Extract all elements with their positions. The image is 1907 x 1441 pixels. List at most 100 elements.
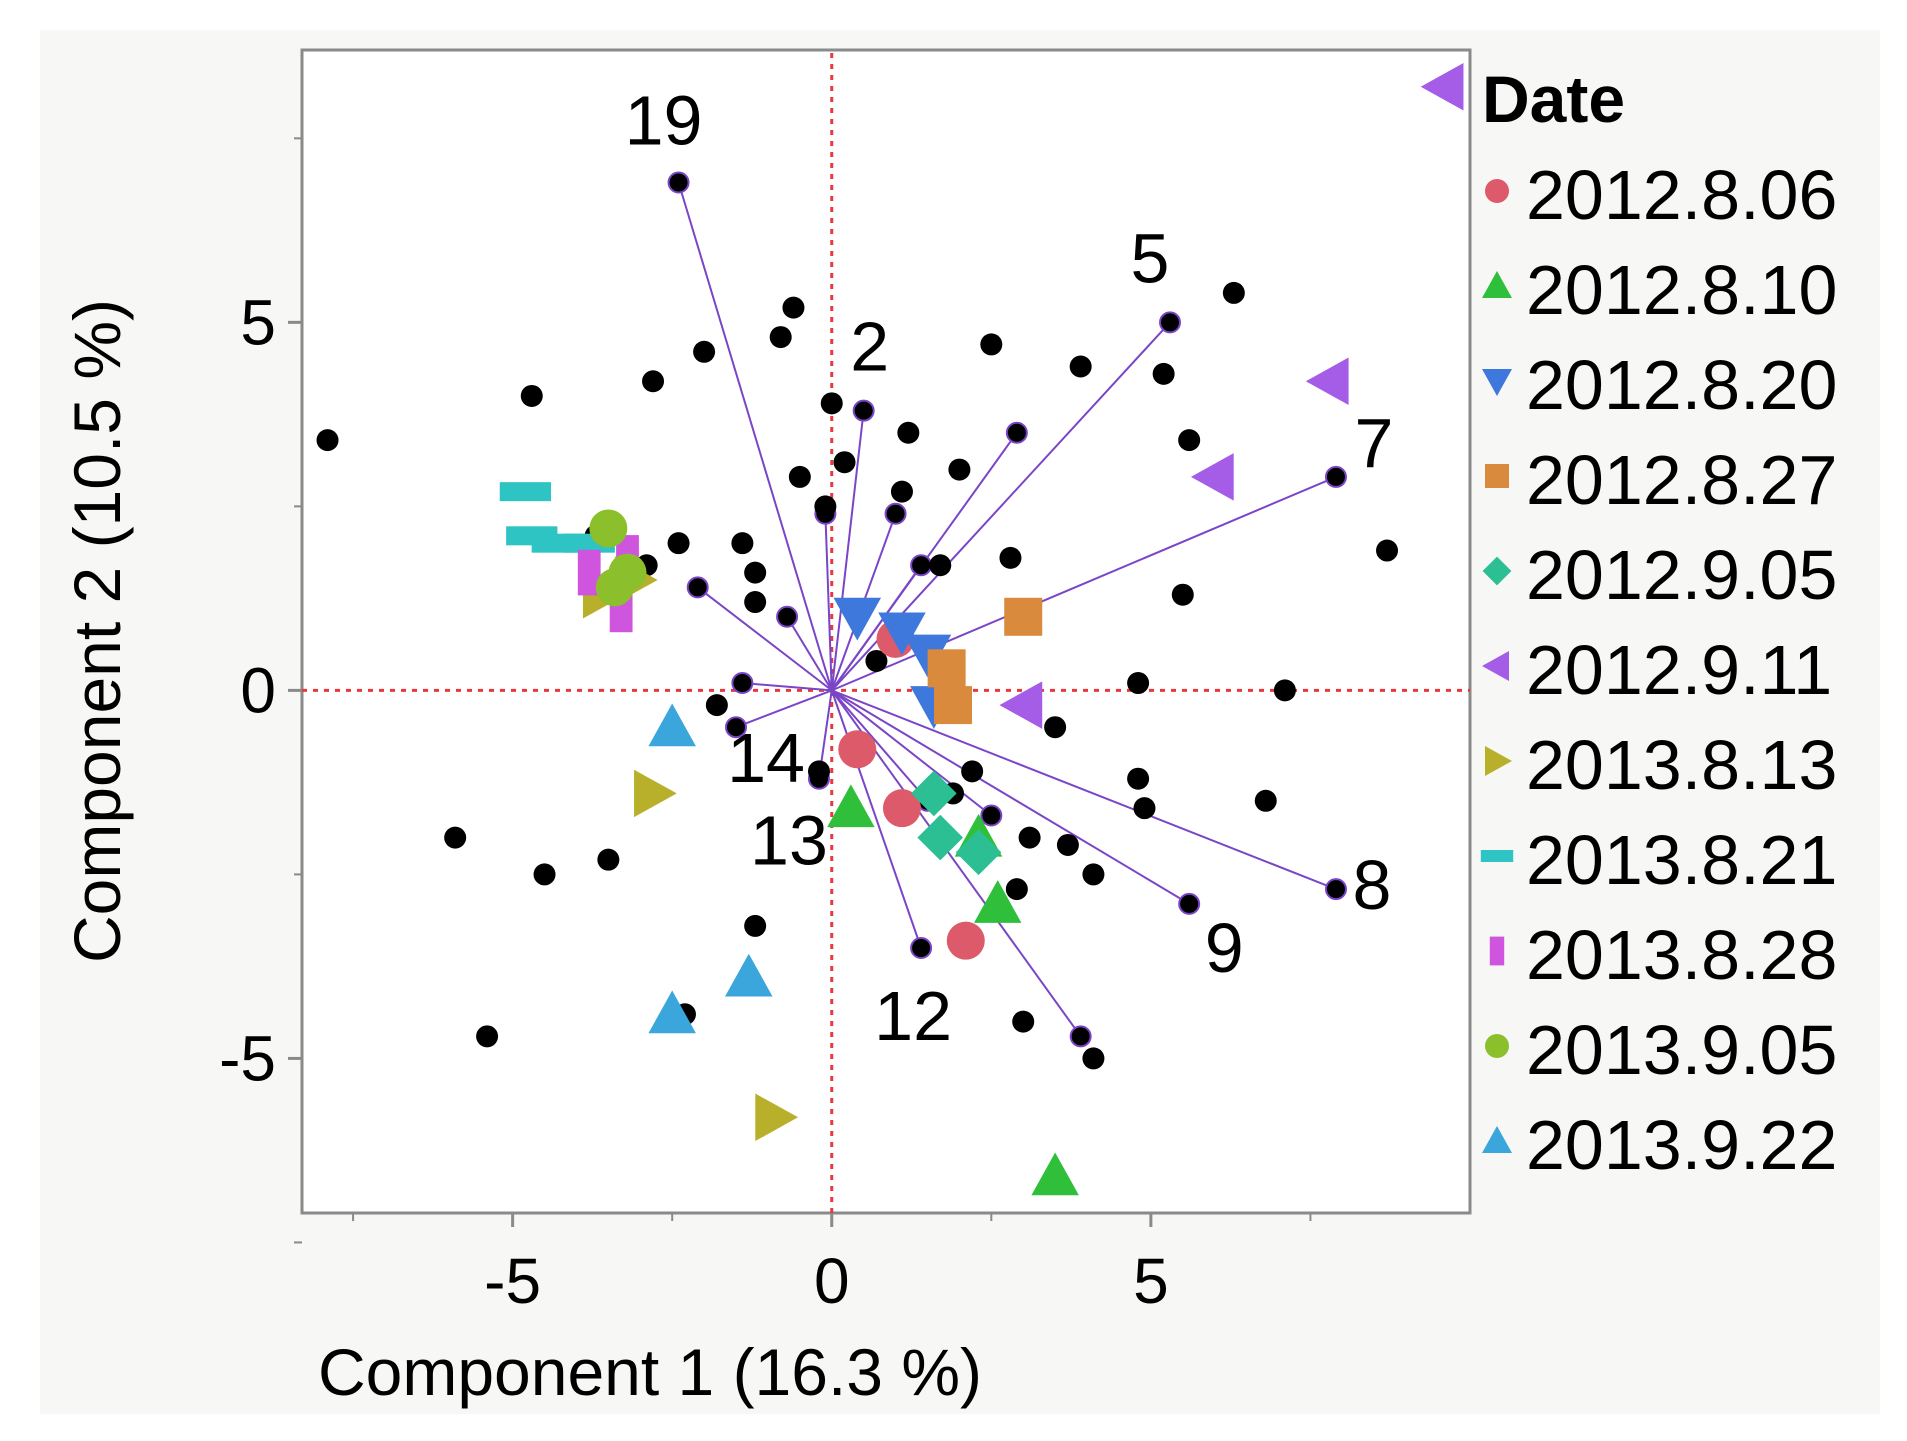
- legend-label: 2012.8.20: [1526, 346, 1837, 424]
- score-point: [316, 429, 339, 452]
- group-marker: [1190, 453, 1234, 501]
- group-marker: [1031, 1152, 1079, 1196]
- loading-vector: [742, 682, 832, 692]
- loading-endpoint: [1324, 878, 1347, 901]
- score-point: [865, 649, 888, 672]
- legend-title: Date: [1482, 62, 1625, 136]
- legend-label: 2012.9.11: [1526, 631, 1832, 709]
- legend-label: 2012.8.06: [1526, 156, 1837, 234]
- loading-endpoint: [1069, 1025, 1092, 1048]
- group-marker: [934, 686, 973, 725]
- loading-vector: [831, 689, 1190, 905]
- loading-vector: [830, 410, 865, 691]
- score-point: [788, 465, 811, 488]
- loading-vector: [824, 513, 833, 691]
- loading-vector: [830, 690, 923, 949]
- x-tick-label: -5: [484, 1245, 541, 1317]
- group-marker: [648, 990, 696, 1034]
- group-marker: [577, 549, 601, 596]
- loading-endpoint: [1178, 892, 1201, 915]
- group-marker: [838, 730, 877, 769]
- legend-label: 2013.9.05: [1526, 1011, 1837, 1089]
- loading-endpoint: [725, 716, 748, 739]
- group-marker: [755, 1093, 799, 1142]
- score-point: [1056, 833, 1079, 856]
- loading-label-13: 13: [750, 802, 828, 880]
- legend-marker-2013.8.13: [1485, 746, 1512, 776]
- score-point: [814, 495, 837, 518]
- group-marker: [833, 597, 882, 641]
- group-marker: [634, 769, 677, 818]
- group-markers: [499, 63, 1464, 1196]
- score-point: [1069, 355, 1092, 378]
- group-marker: [882, 789, 921, 828]
- loading-vector: [697, 586, 833, 692]
- group-marker: [903, 634, 952, 678]
- score-point: [642, 370, 665, 393]
- score-points: [316, 281, 1399, 1070]
- loading-endpoint: [1324, 465, 1347, 488]
- score-point: [476, 1025, 499, 1048]
- legend-label: 2013.8.21: [1526, 821, 1837, 899]
- score-point: [961, 760, 984, 783]
- score-point: [597, 848, 620, 871]
- score-point: [1005, 878, 1028, 901]
- loading-endpoint: [852, 399, 875, 422]
- legend-marker-2012.8.10: [1482, 271, 1512, 298]
- y-tick-label: 5: [240, 286, 276, 358]
- loading-label-12: 12: [874, 977, 952, 1055]
- loading-endpoint: [731, 672, 754, 695]
- legend: Date 2012.8.06 2012.8.10 2012.8.20 2012.8.2…: [1480, 62, 1837, 1184]
- group-marker: [499, 482, 552, 502]
- score-point: [890, 480, 913, 503]
- legend-marker-2012.9.11: [1482, 651, 1509, 681]
- score-point: [1127, 672, 1150, 695]
- group-marker: [878, 612, 926, 656]
- loading-vector: [735, 689, 833, 729]
- score-point: [667, 532, 690, 555]
- group-marker: [927, 649, 966, 688]
- legend-label: 2012.9.05: [1526, 536, 1837, 614]
- legend-label: 2013.8.13: [1526, 726, 1837, 804]
- legend-label: 2013.9.22: [1526, 1106, 1837, 1184]
- score-point: [1012, 1010, 1035, 1033]
- score-point: [782, 296, 805, 319]
- score-point: [444, 826, 467, 849]
- score-point: [1222, 281, 1245, 304]
- score-point: [744, 561, 767, 584]
- legend-marker-2012.8.20: [1482, 369, 1512, 396]
- loading-label-7: 7: [1354, 404, 1393, 482]
- group-marker: [589, 509, 628, 548]
- score-point: [833, 451, 856, 474]
- score-point: [1018, 826, 1041, 849]
- group-marker: [999, 681, 1043, 729]
- loading-endpoint: [776, 605, 799, 628]
- loading-endpoint: [910, 937, 933, 960]
- group-marker: [911, 770, 957, 817]
- legend-marker-2013.9.05: [1485, 1034, 1509, 1058]
- score-point: [1273, 679, 1296, 702]
- legend-label: 2013.8.28: [1526, 916, 1837, 994]
- score-point: [1178, 429, 1201, 452]
- group-marker: [1305, 357, 1349, 405]
- loading-label-14: 14: [727, 719, 805, 797]
- score-point: [980, 333, 1003, 356]
- group-marker: [955, 829, 1002, 876]
- group-marker: [946, 921, 985, 960]
- score-point: [1254, 789, 1277, 812]
- loading-endpoint: [910, 554, 933, 577]
- legend-marker-2013.8.21: [1480, 850, 1514, 862]
- score-point: [1376, 539, 1399, 562]
- x-axis-title: Component 1 (16.3 %): [318, 1335, 982, 1409]
- group-marker: [725, 953, 773, 997]
- legend-marker-2012.9.05: [1482, 556, 1512, 586]
- score-point: [744, 591, 767, 614]
- loading-vector: [786, 616, 833, 691]
- score-point: [731, 532, 754, 555]
- legend-label: 2012.8.10: [1526, 251, 1837, 329]
- group-marker: [648, 703, 696, 747]
- loading-endpoint: [667, 171, 690, 194]
- group-marker: [973, 880, 1022, 923]
